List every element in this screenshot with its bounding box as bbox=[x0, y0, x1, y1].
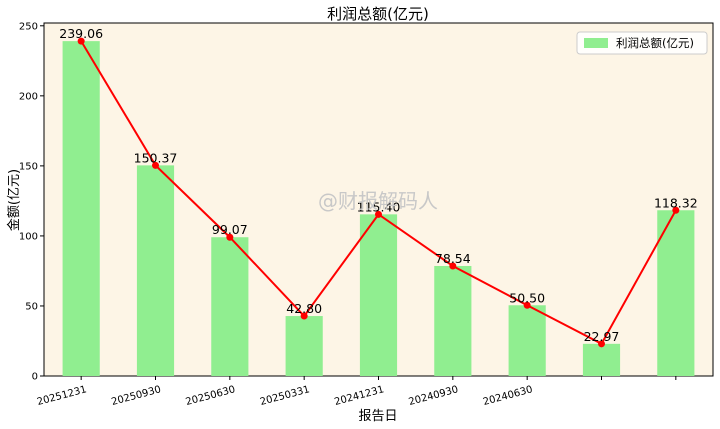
data-label: 239.06 bbox=[59, 26, 103, 41]
bar bbox=[62, 41, 100, 376]
y-tick-label: 0 bbox=[32, 372, 38, 383]
y-axis-title: 金额(亿元) bbox=[6, 169, 22, 231]
bar bbox=[136, 165, 175, 376]
x-tick-label: 20241231 bbox=[333, 384, 385, 408]
bar bbox=[582, 343, 621, 376]
data-label: 115.40 bbox=[357, 199, 401, 214]
line-point bbox=[300, 312, 308, 320]
x-tick-label: 20251231 bbox=[36, 384, 88, 408]
y-tick-label: 150 bbox=[19, 161, 38, 172]
legend-label: 利润总额(亿元) bbox=[616, 36, 694, 50]
bar bbox=[211, 237, 249, 376]
legend-swatch bbox=[584, 38, 608, 48]
line-group bbox=[77, 37, 680, 348]
x-tick-label: 20250331 bbox=[259, 384, 311, 408]
bar bbox=[285, 316, 323, 376]
chart-title: 利润总额(亿元) bbox=[327, 5, 429, 23]
line-point bbox=[523, 301, 531, 309]
bar bbox=[508, 305, 546, 376]
data-label: 22.97 bbox=[584, 329, 620, 344]
y-axis: 0 50 100 150 200 250 bbox=[19, 21, 44, 383]
data-labels-group: 239.06 150.37 99.07 42.80 115.40 78.54 50.50 22… bbox=[59, 26, 697, 344]
x-tick-label: 20250630 bbox=[185, 384, 237, 408]
bars-group bbox=[62, 41, 695, 376]
line-point bbox=[598, 340, 605, 348]
bar bbox=[657, 210, 695, 376]
line-point bbox=[672, 206, 680, 214]
x-tick-label: 20240930 bbox=[408, 384, 460, 408]
y-tick-label: 100 bbox=[19, 231, 38, 242]
line-point bbox=[449, 262, 457, 270]
line-point bbox=[77, 37, 85, 45]
data-label: 118.32 bbox=[654, 195, 698, 210]
data-label: 42.80 bbox=[286, 301, 322, 316]
x-axis-title: 报告日 bbox=[358, 409, 397, 424]
legend: 利润总额(亿元) bbox=[576, 31, 708, 55]
data-label: 78.54 bbox=[435, 251, 471, 266]
data-label: 99.07 bbox=[212, 222, 248, 237]
y-tick-label: 200 bbox=[19, 91, 38, 102]
bar bbox=[359, 214, 398, 376]
data-label: 150.37 bbox=[134, 150, 178, 165]
legend-box bbox=[576, 31, 708, 55]
x-tick-label: 20250930 bbox=[110, 384, 162, 408]
y-tick-label: 250 bbox=[19, 21, 38, 32]
data-label: 50.50 bbox=[509, 290, 545, 305]
x-axis: 20251231 20250930 20250630 20250331 20241231… bbox=[36, 376, 677, 408]
x-tick-label: 20240630 bbox=[482, 384, 534, 408]
line-point bbox=[152, 161, 159, 169]
line-point bbox=[226, 233, 234, 241]
watermark: @财报解码人 bbox=[318, 189, 438, 213]
y-tick-label: 50 bbox=[25, 301, 38, 312]
line-point bbox=[375, 210, 382, 218]
bar bbox=[434, 265, 472, 376]
